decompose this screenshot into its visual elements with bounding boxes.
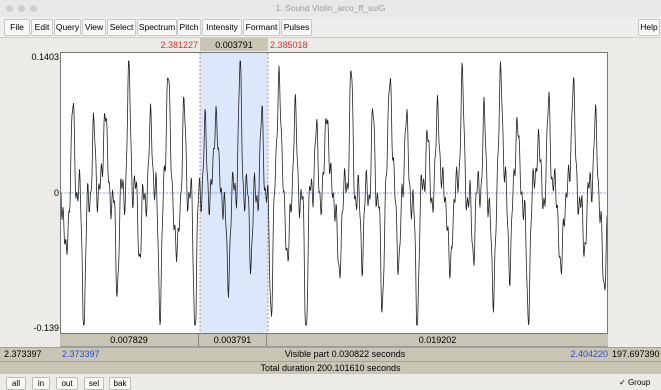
- amplitude-max-label: 0.1403: [31, 52, 59, 62]
- waveform-area[interactable]: [60, 52, 608, 334]
- menu-formant[interactable]: Formant: [243, 19, 280, 36]
- segment-left[interactable]: 0.007829: [60, 334, 199, 346]
- remaining-time: 197.697390: [612, 349, 660, 359]
- menu-help[interactable]: Help: [638, 19, 660, 36]
- minimize-window-icon[interactable]: [18, 5, 25, 12]
- menu-edit[interactable]: Edit: [31, 19, 53, 36]
- window-start-time: 2.373397: [4, 349, 42, 359]
- menu-spectrum[interactable]: Spectrum: [137, 19, 177, 36]
- zoom-selection-button[interactable]: sel: [84, 377, 104, 390]
- segment-right[interactable]: 0.019202: [418, 335, 457, 345]
- visible-end-time: 2.404220: [570, 349, 608, 359]
- menu-pitch[interactable]: Pitch: [177, 19, 201, 36]
- close-window-icon[interactable]: [6, 5, 13, 12]
- menu-query[interactable]: Query: [54, 19, 81, 36]
- menu-file[interactable]: File: [4, 19, 30, 36]
- selection-start-time: 2.381227: [160, 40, 198, 50]
- waveform-trace: [61, 60, 607, 326]
- group-checkbox[interactable]: ✓ Group: [619, 378, 650, 387]
- menu-intensity[interactable]: Intensity: [202, 19, 242, 36]
- amplitude-zero-label: 0: [53, 188, 59, 198]
- menu-bar: File Edit Query View Select Spectrum Pit…: [0, 17, 661, 38]
- zoom-in-button[interactable]: in: [32, 377, 50, 390]
- visible-part-bar[interactable]: 2.373397 2.373397 Visible part 0.030822 …: [0, 347, 661, 361]
- visible-start-time: 2.373397: [62, 349, 100, 359]
- zoom-back-button[interactable]: bak: [109, 377, 131, 390]
- amplitude-min-label: -0.139: [33, 323, 59, 333]
- selection-duration-band: [200, 38, 268, 51]
- visible-part-label: Visible part 0.030822 seconds: [284, 349, 406, 359]
- zoom-window-icon[interactable]: [30, 5, 37, 12]
- menu-select[interactable]: Select: [107, 19, 136, 36]
- total-duration-label: Total duration 200.101610 seconds: [260, 363, 401, 373]
- menu-view[interactable]: View: [82, 19, 106, 36]
- selection-end-time: 2.385018: [270, 40, 308, 50]
- selection-duration-label[interactable]: 0.003791: [215, 40, 253, 50]
- zoom-all-button[interactable]: all: [6, 377, 26, 390]
- window-title: 1. Sound Violin_arco_ff_sulG: [275, 3, 386, 13]
- group-label: Group: [627, 378, 651, 387]
- zoom-out-button[interactable]: out: [56, 377, 78, 390]
- segment-selected[interactable]: 0.003791: [199, 334, 267, 346]
- waveform-svg: [61, 53, 607, 333]
- menu-pulses[interactable]: Pulses: [281, 19, 312, 36]
- checkmark-icon: ✓: [619, 378, 626, 387]
- title-bar: 1. Sound Violin_arco_ff_sulG: [0, 0, 661, 18]
- selection-segments-bar: 0.007829 0.003791 0.019202: [60, 334, 608, 347]
- total-duration-bar[interactable]: Total duration 200.101610 seconds: [0, 361, 661, 374]
